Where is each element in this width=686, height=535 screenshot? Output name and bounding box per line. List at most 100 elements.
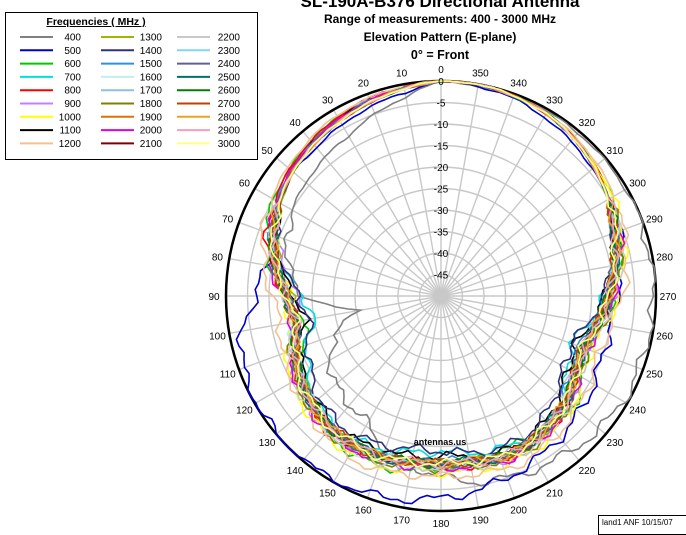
- angular-tick-label: 190: [472, 516, 489, 527]
- angular-tick-label: 280: [656, 253, 673, 264]
- legend-label-1900: 1900: [140, 112, 163, 123]
- legend-label-500: 500: [64, 46, 81, 57]
- angular-tick-label: 130: [259, 438, 276, 449]
- legend-label-2500: 2500: [218, 72, 241, 83]
- grid-spoke: [254, 187, 442, 297]
- angular-tick-label: 320: [579, 118, 596, 129]
- legend-label-1700: 1700: [140, 86, 163, 97]
- angular-tick-label: 180: [433, 519, 450, 529]
- grid-spoke: [440, 187, 628, 297]
- angular-tick-label: 210: [546, 489, 563, 500]
- radial-tick-label: -5: [437, 99, 446, 110]
- angular-tick-label: 270: [660, 292, 677, 303]
- grid-spoke: [402, 295, 442, 508]
- chart-title: SL-190A-B376 Directional Antenna: [300, 0, 580, 11]
- grid-spoke: [275, 295, 442, 435]
- grid-spoke: [440, 84, 480, 297]
- radial-tick-label: -30: [434, 206, 449, 217]
- grid-spoke: [440, 93, 516, 297]
- legend-label-3000: 3000: [218, 139, 241, 150]
- legend-label-1500: 1500: [140, 59, 163, 70]
- angular-tick-label: 300: [629, 179, 646, 190]
- legend-label-2100: 2100: [140, 139, 163, 150]
- legend: Frequencies ( MHz ) 400 500 600 700 800 900 10…: [5, 12, 258, 160]
- angular-tick-label: 150: [319, 489, 336, 500]
- angular-tick-label: 310: [607, 146, 624, 157]
- angular-tick-label: 0: [438, 65, 444, 76]
- grid-spoke: [275, 157, 442, 297]
- angular-tick-label: 350: [472, 68, 489, 79]
- grid-spoke: [440, 295, 607, 435]
- series-trace-1200: [259, 80, 631, 480]
- angular-tick-label: 200: [510, 505, 527, 516]
- radial-tick-label: 0: [438, 77, 444, 88]
- angular-tick-label: 30: [322, 95, 334, 106]
- angular-tick-label: 260: [656, 331, 673, 342]
- grid-spoke: [254, 295, 442, 405]
- angular-tick-label: 110: [220, 370, 236, 381]
- angular-tick-label: 140: [287, 466, 304, 477]
- radial-tick-label: -40: [434, 249, 449, 260]
- angular-tick-label: 20: [358, 79, 370, 90]
- angular-tick-label: 70: [222, 214, 234, 225]
- angular-tick-label: 120: [236, 406, 253, 417]
- grid-spoke: [440, 109, 550, 297]
- legend-label-2700: 2700: [218, 99, 241, 110]
- angular-tick-label: 250: [646, 370, 663, 381]
- grid-spoke: [440, 295, 480, 508]
- radial-tick-label: -10: [434, 120, 449, 131]
- legend-label-1100: 1100: [59, 126, 81, 137]
- legend-label-2900: 2900: [218, 126, 241, 137]
- legend-label-700: 700: [64, 72, 81, 83]
- grid-spoke: [238, 295, 442, 371]
- radial-tick-label: -15: [434, 142, 449, 153]
- legend-label-1000: 1000: [59, 112, 82, 123]
- angular-tick-label: 170: [393, 516, 410, 527]
- angular-tick-label: 10: [396, 68, 408, 79]
- legend-title: Frequencies ( MHz ): [46, 16, 146, 28]
- angular-tick-label: 90: [208, 292, 220, 303]
- angular-tick-label: 340: [510, 79, 527, 90]
- chart-subtitle-pattern: Elevation Pattern (E-plane): [363, 30, 517, 44]
- footer-note: land1 ANF 10/15/07: [598, 515, 686, 535]
- legend-label-1200: 1200: [59, 139, 82, 150]
- angular-tick-label: 240: [629, 406, 646, 417]
- angular-tick-label: 40: [290, 118, 302, 129]
- legend-label-600: 600: [64, 59, 81, 70]
- legend-label-1600: 1600: [140, 72, 163, 83]
- angular-tick-label: 160: [355, 505, 372, 516]
- grid-spoke: [332, 109, 442, 297]
- watermark-text: antennas.us: [413, 437, 467, 447]
- angular-tick-label: 230: [607, 438, 624, 449]
- angular-tick-label: 330: [546, 95, 563, 106]
- legend-label-2600: 2600: [218, 86, 241, 97]
- legend-label-2800: 2800: [218, 112, 241, 123]
- angular-tick-label: 60: [239, 179, 251, 190]
- angular-tick-label: 50: [262, 146, 274, 157]
- radial-tick-label: -45: [434, 271, 449, 282]
- angular-tick-label: 80: [212, 253, 224, 264]
- radial-tick-label: -20: [434, 163, 449, 174]
- legend-label-2200: 2200: [218, 33, 241, 44]
- grid-spoke: [440, 130, 580, 297]
- grid-spoke: [440, 157, 607, 297]
- legend-label-1800: 1800: [140, 99, 163, 110]
- radial-tick-label: -25: [434, 185, 449, 196]
- grid-spoke: [440, 295, 653, 335]
- legend-label-1400: 1400: [140, 46, 163, 57]
- grid-spoke: [366, 93, 442, 297]
- grid-spoke: [366, 295, 442, 499]
- legend-label-800: 800: [64, 86, 81, 97]
- angular-tick-label: 290: [646, 214, 663, 225]
- legend-label-2400: 2400: [218, 59, 241, 70]
- series-trace-400: [283, 80, 656, 487]
- series-trace-3000: [269, 80, 619, 468]
- angular-tick-label: 100: [209, 331, 226, 342]
- chart-subtitle-range: Range of measurements: 400 - 3000 MHz: [323, 12, 557, 26]
- legend-label-1300: 1300: [140, 33, 163, 44]
- legend-entries: 400 500 600 700 800 900 1000 1100 1200 1300 1400 15…: [20, 33, 241, 150]
- legend-label-900: 900: [64, 99, 81, 110]
- grid-spoke: [229, 295, 442, 335]
- radial-tick-label: -35: [434, 228, 449, 239]
